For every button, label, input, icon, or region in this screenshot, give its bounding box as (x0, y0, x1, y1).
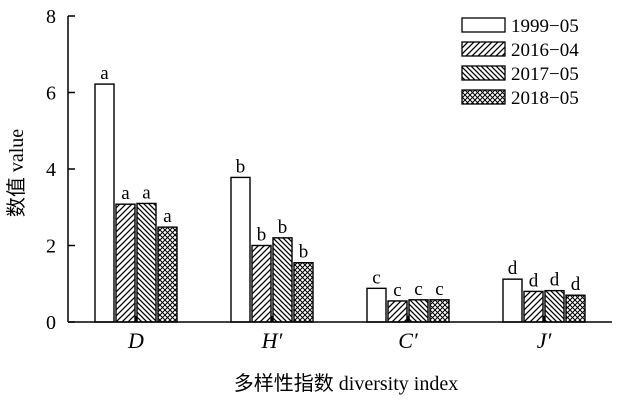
bar-significance-label: a (100, 63, 109, 84)
bar (502, 278, 523, 323)
x-category-label: D (127, 328, 144, 353)
legend-label: 2017−05 (511, 64, 579, 85)
bar (136, 202, 157, 323)
bar-significance-label: d (508, 258, 518, 279)
x-category-labels: D H′ C′ J′ (127, 316, 552, 353)
y-tick-label: 0 (46, 312, 56, 334)
bar-significance-label: a (163, 206, 172, 227)
x-category-label: J′ (537, 328, 553, 353)
bar (366, 287, 387, 323)
bar-significance-label: a (121, 183, 130, 204)
bar-significance-label: b (236, 156, 246, 177)
legend-swatch (461, 17, 506, 33)
y-tick-label: 8 (46, 6, 56, 28)
legend-swatch (461, 41, 506, 57)
y-tick-label: 4 (46, 159, 56, 181)
axes: 0 2 4 6 8 D H′ C′ J′ (46, 6, 612, 353)
bar (115, 203, 136, 323)
y-ticks: 0 2 4 6 8 (46, 6, 75, 334)
bars-layer (94, 83, 586, 323)
bar (429, 299, 450, 323)
legend-swatch (461, 65, 506, 81)
legend-label: 1999−05 (511, 16, 579, 37)
legend-label: 2018−05 (511, 88, 579, 109)
x-category-label: C′ (398, 328, 419, 353)
bar (387, 300, 408, 323)
bar-significance-label: c (414, 279, 422, 300)
bar (523, 290, 544, 323)
x-axis-title: 多样性指数 diversity index (234, 372, 458, 395)
bar-significance-label: c (372, 267, 380, 288)
y-axis-title: 数值 value (5, 129, 28, 217)
bar-significance-label: c (435, 279, 443, 300)
y-tick-label: 2 (46, 236, 56, 258)
bar-significance-label: b (257, 225, 267, 246)
bar (544, 289, 565, 323)
legend-swatch (461, 89, 506, 105)
x-category-label: H′ (261, 328, 284, 353)
bar (408, 299, 429, 323)
bar (293, 262, 314, 323)
bar-significance-label: d (571, 274, 581, 295)
bar (251, 244, 272, 323)
bar-significance-label: c (393, 280, 401, 301)
bar (157, 226, 178, 323)
bar-significance-label: d (550, 270, 560, 291)
bar (565, 294, 586, 323)
bar-significance-label: a (142, 182, 151, 203)
legend: 1999−05 2016−04 2017−05 2018−05 (461, 16, 579, 109)
bar-significance-label: b (278, 217, 288, 238)
bar-significance-label: d (529, 270, 539, 291)
bar (272, 237, 293, 323)
bar-significance-label: b (299, 242, 309, 263)
legend-label: 2016−04 (511, 40, 579, 61)
y-tick-label: 6 (46, 83, 56, 105)
bar (230, 176, 251, 323)
bar (94, 83, 115, 323)
